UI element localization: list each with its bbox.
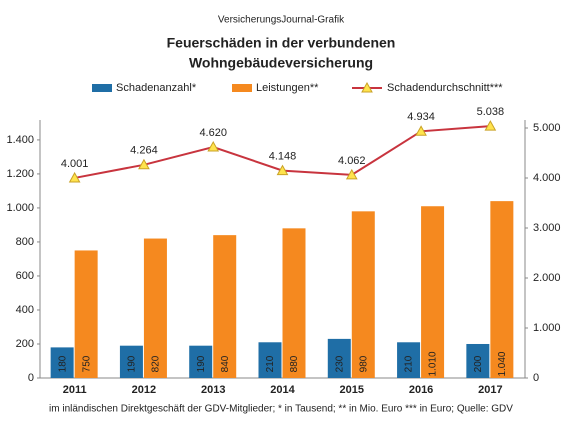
data-label: 200 — [473, 355, 484, 372]
y-tick-label: 0 — [28, 372, 34, 384]
data-label: 190 — [127, 355, 138, 372]
chart-title: Wohngebäudeversicherung — [189, 55, 373, 71]
line-marker — [276, 164, 289, 176]
x-tick-label: 2014 — [270, 384, 295, 396]
chart-title: Feuerschäden in der verbundenen — [167, 35, 396, 51]
x-tick-label: 2011 — [63, 384, 87, 396]
bar — [143, 238, 167, 378]
bar — [119, 345, 143, 378]
line-marker — [207, 140, 220, 152]
bar — [397, 342, 421, 378]
line-marker — [138, 158, 150, 170]
x-tick-label: 2013 — [201, 384, 225, 396]
x-tick-label: 2015 — [340, 384, 364, 396]
legend-swatch — [361, 81, 373, 93]
bar — [189, 345, 213, 378]
bar — [327, 338, 351, 378]
data-label: 980 — [358, 355, 369, 372]
legend-label: Leistungen** — [256, 82, 319, 94]
x-tick-label: 2012 — [132, 384, 156, 396]
data-label: 820 — [151, 355, 162, 372]
data-label: 4.620 — [199, 127, 227, 139]
data-label: 4.148 — [269, 151, 297, 163]
y2-tick-label: 0 — [533, 372, 539, 384]
data-label: 210 — [265, 355, 276, 372]
legend-swatch — [232, 84, 252, 92]
legend-label: Schadendurchschnitt*** — [387, 82, 503, 94]
data-label: 880 — [289, 355, 300, 372]
line-marker — [484, 120, 497, 131]
x-tick-label: 2017 — [478, 384, 502, 396]
y-tick-label: 400 — [16, 304, 34, 316]
bar — [258, 342, 282, 378]
line-marker — [415, 125, 427, 136]
chart-header: VersicherungsJournal-Grafik — [218, 15, 345, 26]
bar — [421, 206, 445, 378]
data-label: 230 — [334, 355, 345, 372]
data-label: 4.934 — [407, 111, 435, 123]
y2-tick-label: 4.000 — [533, 172, 561, 184]
line-marker — [68, 171, 81, 183]
bar — [50, 347, 74, 378]
bar — [282, 228, 306, 378]
data-label: 1.010 — [428, 351, 439, 376]
bar — [490, 201, 514, 378]
legend-swatch — [92, 84, 112, 92]
y2-tick-label: 3.000 — [533, 222, 561, 234]
data-label: 4.001 — [61, 158, 89, 170]
line-marker — [345, 168, 358, 180]
data-label: 5.038 — [477, 106, 505, 118]
bar — [351, 211, 375, 378]
x-tick-label: 2016 — [409, 384, 433, 396]
y2-tick-label: 2.000 — [533, 272, 561, 284]
y2-tick-label: 1.000 — [533, 322, 561, 334]
y-tick-label: 1.000 — [6, 202, 34, 214]
bar — [74, 250, 98, 378]
y-tick-label: 1.400 — [6, 134, 34, 146]
bar — [213, 235, 237, 378]
data-label: 4.062 — [338, 155, 366, 167]
y2-tick-label: 5.000 — [533, 122, 561, 134]
footnote: im inländischen Direktgeschäft der GDV-M… — [49, 404, 513, 415]
data-label: 750 — [81, 355, 92, 372]
legend-label: Schadenanzahl* — [116, 82, 197, 94]
data-label: 1.040 — [497, 351, 508, 376]
y-tick-label: 600 — [16, 270, 34, 282]
y-tick-label: 800 — [16, 236, 34, 248]
data-label: 210 — [404, 355, 415, 372]
data-label: 4.264 — [130, 145, 158, 157]
data-label: 190 — [196, 355, 207, 372]
y-tick-label: 200 — [16, 338, 34, 350]
bar — [466, 343, 490, 378]
data-label: 840 — [220, 355, 231, 372]
y-tick-label: 1.200 — [6, 168, 34, 180]
data-label: 180 — [57, 355, 68, 372]
